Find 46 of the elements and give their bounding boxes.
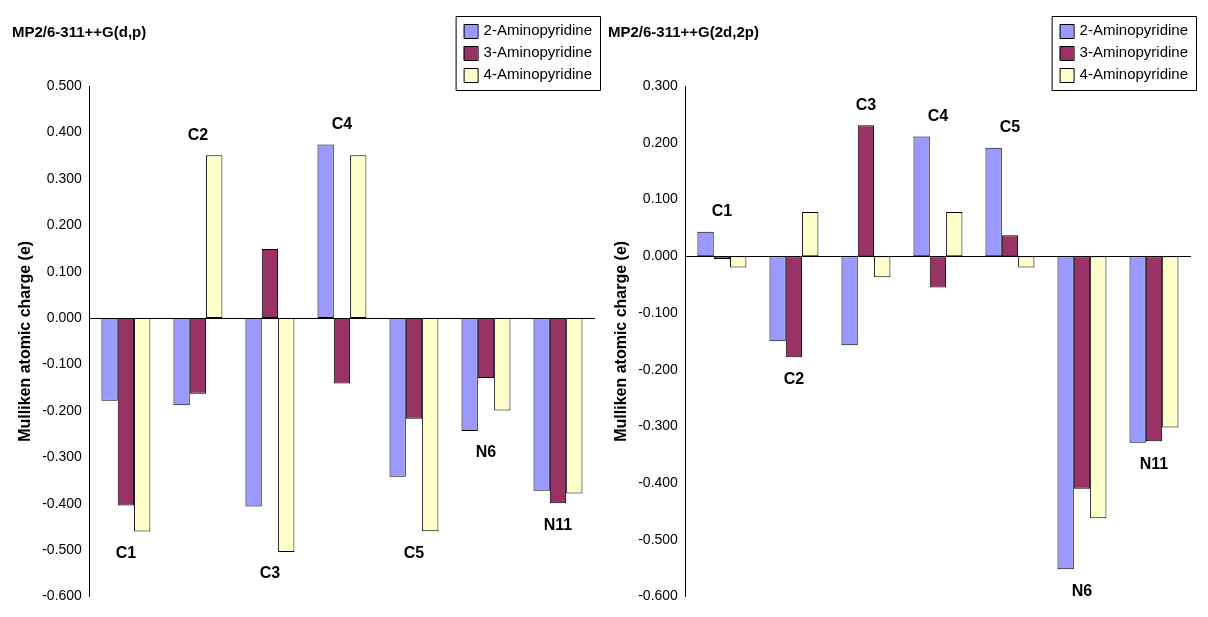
y-tick-label: 0.100 xyxy=(46,262,83,279)
chart-title: MP2/6-311++G(2d,2p) xyxy=(608,23,759,41)
y-tick-label: -0.200 xyxy=(638,360,679,377)
y-tick-label: -0.600 xyxy=(638,587,679,604)
y-tick-label: -0.100 xyxy=(42,355,83,372)
x-tick-label: C1 xyxy=(115,544,137,562)
x-tick-label: C3 xyxy=(259,564,281,582)
legend-label: 4-Aminopyridine xyxy=(1079,65,1189,83)
y-tick-label: 0.300 xyxy=(46,169,83,186)
y-tick-label: -0.500 xyxy=(42,541,83,558)
x-tick-label: N11 xyxy=(1139,455,1169,473)
y-tick-label: -0.600 xyxy=(42,587,83,604)
legend-label: 2-Aminopyridine xyxy=(1079,21,1189,39)
y-tick-label: -0.300 xyxy=(638,417,679,434)
y-tick-label: 0.400 xyxy=(46,123,83,140)
x-tick-label: C2 xyxy=(187,125,209,143)
y-tick-label: -0.400 xyxy=(42,494,83,511)
x-tick-label: N6 xyxy=(475,443,497,461)
y-tick-label: 0.000 xyxy=(46,308,83,325)
legend-label: 3-Aminopyridine xyxy=(1079,43,1189,61)
y-tick-label: -0.400 xyxy=(638,473,679,490)
x-tick-label: C2 xyxy=(783,369,805,387)
legend-label: 3-Aminopyridine xyxy=(483,43,593,61)
y-tick-label: -0.300 xyxy=(42,448,83,465)
x-tick-label: C3 xyxy=(855,95,877,113)
y-tick-label: -0.500 xyxy=(638,530,679,547)
y-axis-title: Mulliken atomic charge (e) xyxy=(16,240,34,442)
y-tick-label: -0.200 xyxy=(42,401,83,418)
y-tick-label: -0.100 xyxy=(638,303,679,320)
chart-title: MP2/6-311++G(d,p) xyxy=(12,23,147,41)
y-tick-label: 0.200 xyxy=(46,216,83,233)
x-tick-label: N6 xyxy=(1071,581,1093,599)
y-tick-label: 0.300 xyxy=(642,76,679,93)
x-tick-label: C5 xyxy=(403,543,425,561)
y-tick-label: 0.500 xyxy=(46,76,83,93)
x-tick-label: C4 xyxy=(331,114,353,132)
legend-label: 2-Aminopyridine xyxy=(483,21,593,39)
x-tick-label: C5 xyxy=(999,118,1021,136)
y-tick-label: 0.000 xyxy=(642,247,679,264)
y-tick-label: 0.100 xyxy=(642,190,679,207)
x-tick-label: N11 xyxy=(543,515,573,533)
legend-label: 4-Aminopyridine xyxy=(483,65,593,83)
x-tick-label: C1 xyxy=(711,202,733,220)
y-axis-title: Mulliken atomic charge (e) xyxy=(612,240,630,442)
x-tick-label: C4 xyxy=(927,106,949,124)
y-tick-label: 0.200 xyxy=(642,133,679,150)
